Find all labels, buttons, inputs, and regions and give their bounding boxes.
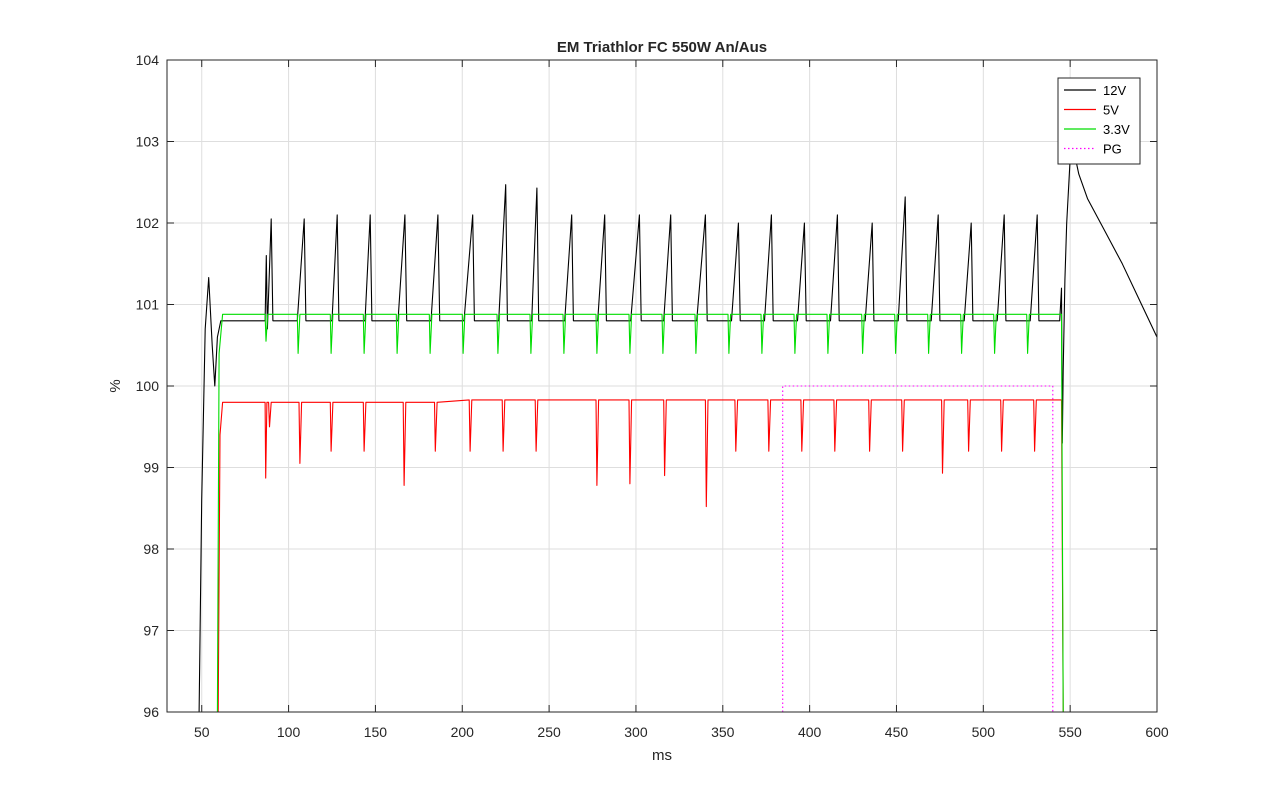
x-axis-label: ms (652, 747, 672, 764)
series-layer (198, 149, 1157, 712)
y-tick-label: 102 (136, 215, 160, 231)
grid (167, 59, 1158, 713)
series-line-12v (198, 149, 1157, 712)
legend-label: 12V (1103, 83, 1126, 98)
x-tick-label: 350 (711, 724, 735, 740)
legend-label: 5V (1103, 103, 1119, 118)
x-tick-label: 50 (194, 724, 210, 740)
y-tick-label: 103 (136, 134, 160, 150)
legend-label: 3.3V (1103, 122, 1130, 137)
y-tick-label: 104 (136, 52, 160, 68)
x-tick-label: 100 (277, 724, 301, 740)
x-tick-label: 500 (972, 724, 996, 740)
x-tick-label: 550 (1058, 724, 1082, 740)
x-tick-label: 250 (537, 724, 561, 740)
y-tick-label: 100 (136, 378, 160, 394)
series-line-pg (782, 385, 1054, 712)
series-line-5v (217, 399, 1064, 712)
axis-ticks: 50 100 150 200 250 300 350 400 450 500 550 600 96 97 9… (136, 52, 1169, 740)
y-tick-label: 99 (143, 460, 159, 476)
x-tick-label: 150 (364, 724, 388, 740)
legend-label: PG (1103, 142, 1122, 157)
x-tick-label: 400 (798, 724, 822, 740)
y-tick-label: 97 (143, 623, 159, 639)
y-tick-label: 96 (143, 704, 159, 720)
legend: 12V 5V 3.3V PG (1057, 77, 1141, 165)
x-tick-label: 300 (624, 724, 648, 740)
y-axis-label: % (107, 379, 124, 392)
x-tick-label: 200 (451, 724, 475, 740)
chart-title: EM Triathlor FC 550W An/Aus (557, 39, 767, 56)
x-tick-label: 600 (1145, 724, 1169, 740)
y-tick-label: 101 (136, 297, 160, 313)
x-tick-label: 450 (885, 724, 909, 740)
y-tick-label: 98 (143, 541, 159, 557)
legend-box (1057, 77, 1141, 165)
series-line-3-3v (216, 313, 1064, 712)
